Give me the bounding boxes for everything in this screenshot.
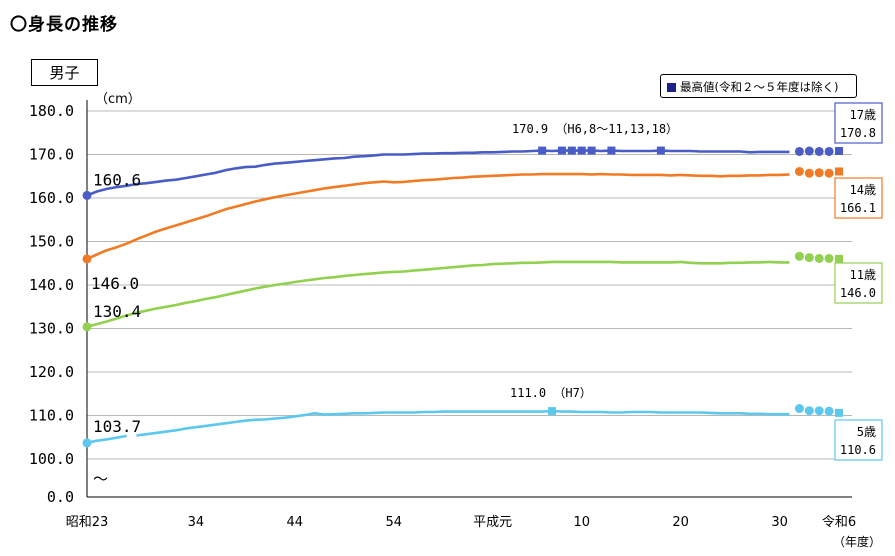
x-tick-label: 44 xyxy=(287,515,304,530)
y-unit-label: （cm） xyxy=(95,92,141,107)
y-tick-label: 130.0 xyxy=(29,320,74,338)
x-tick-label: 34 xyxy=(188,515,205,530)
start-point xyxy=(82,322,92,332)
max-value-marker xyxy=(548,407,557,416)
recent-point xyxy=(804,146,814,156)
recent-point xyxy=(835,147,843,156)
x-tick-label: 20 xyxy=(672,515,689,530)
recent-point xyxy=(824,406,834,416)
recent-point xyxy=(794,251,804,261)
end-label-box xyxy=(834,102,883,144)
max-value-marker xyxy=(607,146,616,155)
x-tick-label: 昭和23 xyxy=(66,515,109,530)
y-tick-label: 120.0 xyxy=(29,363,74,381)
end-value-label: 170.8 xyxy=(840,126,876,140)
recent-point xyxy=(835,408,843,417)
x-unit-label: （年度） xyxy=(833,535,882,549)
series-line xyxy=(86,434,127,445)
end-value-label: 110.6 xyxy=(840,443,876,457)
y-tick-label: 170.0 xyxy=(29,146,74,164)
x-tick-label: 54 xyxy=(385,515,402,530)
series-age5 xyxy=(82,404,843,448)
recent-point xyxy=(794,146,804,156)
gridlines xyxy=(87,110,852,460)
max-value-annotation: 170.9 （H6,8～11,13,18） xyxy=(512,122,678,136)
max-value-square-icon xyxy=(667,83,676,92)
page-title: 〇身長の推移 xyxy=(10,15,118,35)
recent-point xyxy=(824,146,834,156)
start-point xyxy=(82,190,92,200)
y-tick-label: 150.0 xyxy=(29,233,74,251)
end-value-label: 146.0 xyxy=(840,286,876,300)
recent-point xyxy=(794,166,804,176)
y-tick-label: 180.0 xyxy=(29,102,74,120)
axes: 180.0 170.0 160.0 150.0 140.0 130.0 120.0 110.0… xyxy=(29,100,856,530)
series-line xyxy=(86,260,790,329)
recent-point xyxy=(835,167,843,176)
start-value-label: 130.4 xyxy=(93,302,141,321)
series-name-label: 5歳 xyxy=(857,425,876,439)
y-tick-label: 100.0 xyxy=(29,450,74,468)
max-value-annotation: 111.0 （H7） xyxy=(510,386,592,400)
series-age17 xyxy=(82,146,843,200)
x-tick-label: 令和6 xyxy=(822,515,856,530)
recent-point xyxy=(794,404,804,414)
y-tick-label: 110.0 xyxy=(29,407,74,425)
series-name-label: 17歳 xyxy=(850,108,876,122)
end-label-box xyxy=(834,177,883,219)
start-point xyxy=(82,254,92,264)
start-value-label: 103.7 xyxy=(93,417,141,436)
start-value-label: 160.6 xyxy=(93,170,141,189)
y-tick-label: 0.0 xyxy=(47,488,74,506)
end-value-label: 166.1 xyxy=(840,201,876,215)
recent-point xyxy=(814,168,824,178)
y-tick-label: 140.0 xyxy=(29,276,74,294)
series-line xyxy=(86,172,790,261)
series-name-label: 11歳 xyxy=(850,268,876,282)
recent-point xyxy=(814,146,824,156)
axis-break-symbol: ～ xyxy=(93,470,108,488)
legend-max-value: 最高値(令和２～５年度は除く) xyxy=(660,74,857,98)
series-line xyxy=(136,409,790,437)
series-age14 xyxy=(82,166,843,264)
recent-point xyxy=(824,168,834,178)
max-value-marker xyxy=(656,146,665,155)
series-line xyxy=(86,149,790,197)
recent-point xyxy=(824,253,834,263)
end-label-box xyxy=(834,262,883,304)
end-label-box xyxy=(834,419,883,461)
max-value-marker xyxy=(538,146,547,155)
recent-point xyxy=(804,253,814,263)
y-tick-label: 160.0 xyxy=(29,189,74,207)
recent-point xyxy=(814,253,824,263)
recent-point xyxy=(814,406,824,416)
series-layer xyxy=(82,146,843,448)
series-name-label: 14歳 xyxy=(850,183,876,197)
x-tick-label: 10 xyxy=(573,515,590,530)
gender-label: 男子 xyxy=(31,59,98,86)
start-point xyxy=(82,438,92,448)
max-value-marker xyxy=(577,146,586,155)
recent-point xyxy=(804,168,814,178)
series-age11 xyxy=(82,251,843,332)
recent-point xyxy=(835,254,843,263)
x-tick-label: 平成元 xyxy=(473,515,512,530)
max-value-marker xyxy=(567,146,576,155)
recent-point xyxy=(804,406,814,416)
legend-text: 最高値(令和２～５年度は除く) xyxy=(680,80,839,94)
x-tick-label: 30 xyxy=(771,515,788,530)
start-value-label: 146.0 xyxy=(91,274,139,293)
labels-layer: 160.6 17歳 170.8 146.0 14歳 166.1 130.4 11歳 146.0 1… xyxy=(91,102,883,461)
max-value-marker xyxy=(557,146,566,155)
max-value-marker xyxy=(587,146,596,155)
